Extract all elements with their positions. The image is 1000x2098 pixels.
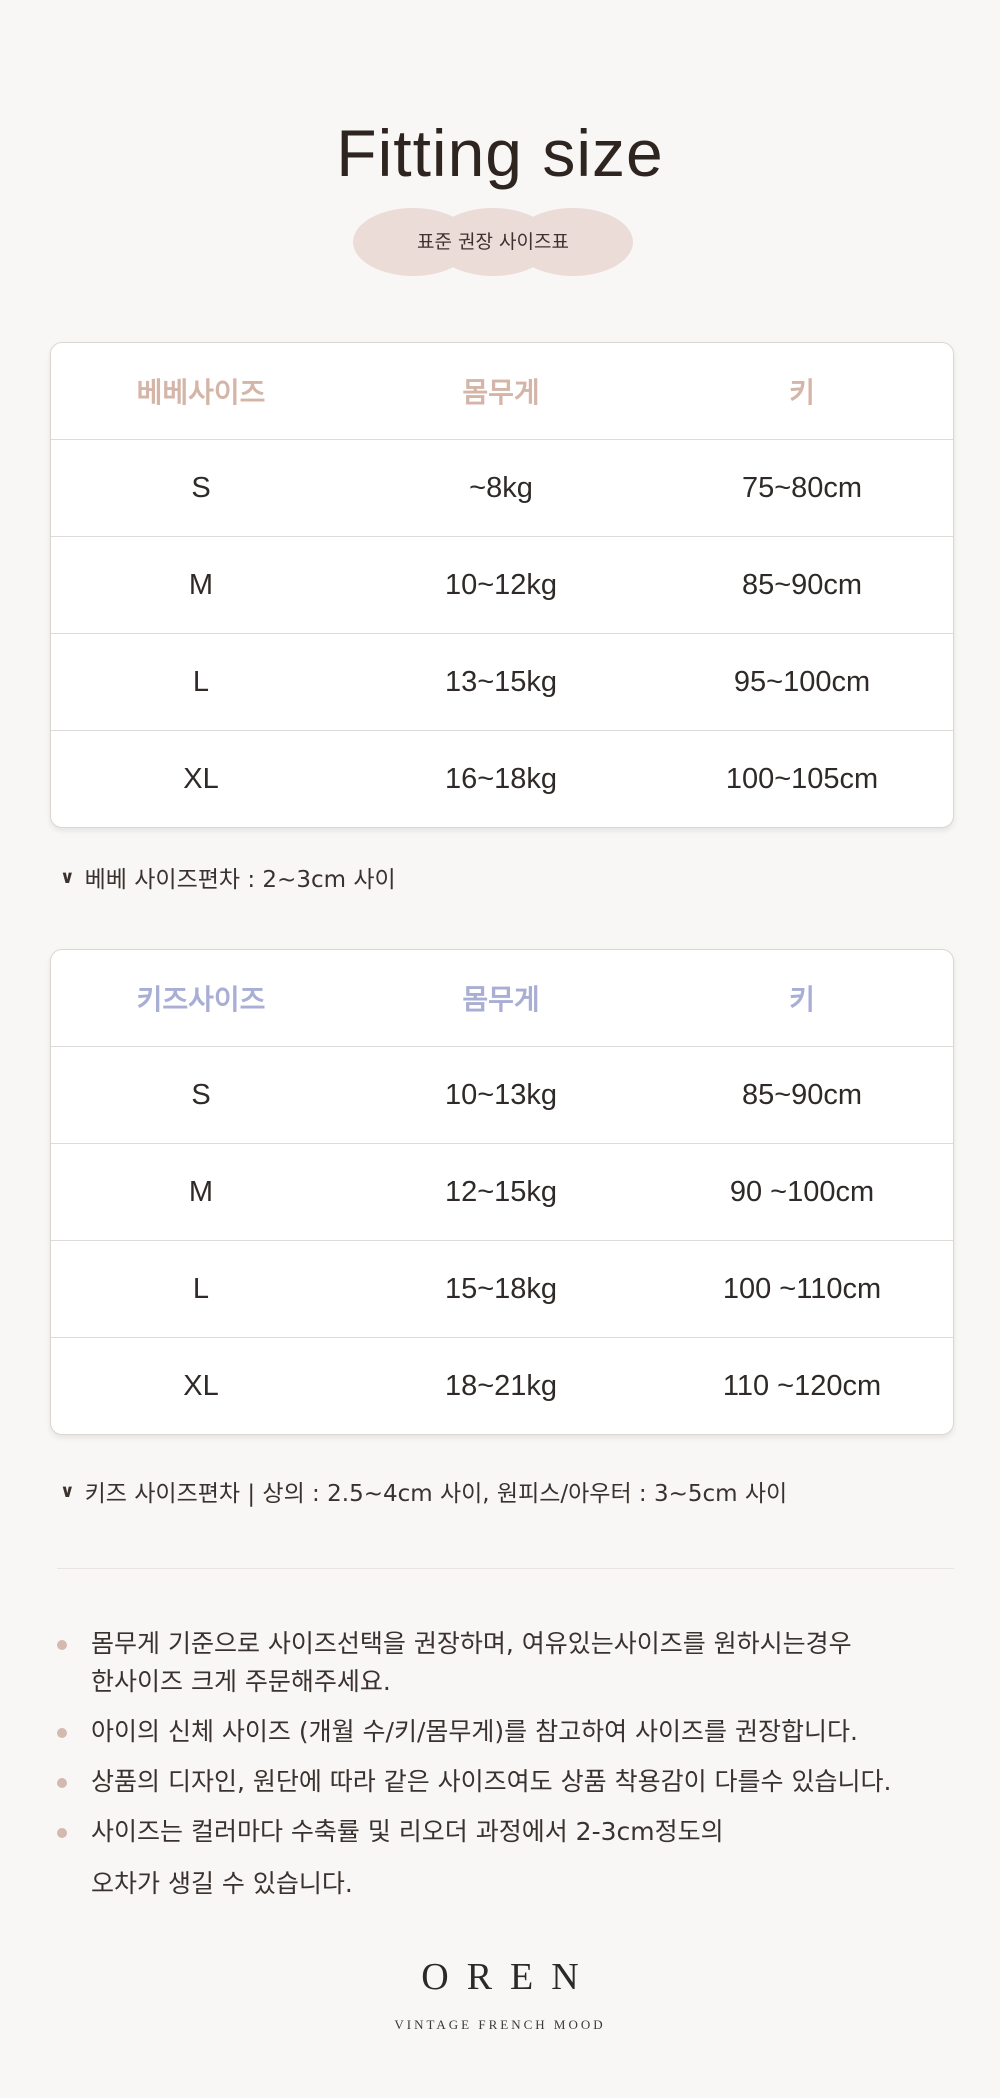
list-item: 아이의 신체 사이즈 (개월 수/키/몸무게)를 참고하여 사이즈를 권장합니다… bbox=[57, 1713, 957, 1751]
table-row: S ~8kg 75~80cm bbox=[51, 439, 953, 536]
table-cell: 75~80cm bbox=[741, 471, 863, 504]
table-cell: S bbox=[191, 1078, 211, 1111]
table-cell: 95~100cm bbox=[733, 665, 871, 698]
table-cell: 85~90cm bbox=[741, 568, 863, 601]
note-text: 베베 사이즈편차 : 2~3cm 사이 bbox=[84, 867, 396, 893]
column-header: 키 bbox=[789, 983, 815, 1016]
column-header: 키 bbox=[789, 376, 815, 409]
table-cell: XL bbox=[183, 762, 219, 795]
note-line: 오차가 생길 수 있습니다. bbox=[91, 1869, 353, 1898]
table-cell: 12~15kg bbox=[444, 1175, 558, 1208]
kids-size-table: 키즈사이즈 몸무게 키 S 10~13kg 85~90cm M 12~15kg 90 ~100c… bbox=[50, 949, 954, 1435]
column-header: 키즈사이즈 bbox=[136, 983, 266, 1016]
table-cell: 18~21kg bbox=[444, 1369, 558, 1402]
brand-tagline: VINTAGE FRENCH MOOD bbox=[394, 2017, 606, 2032]
table-cell: 90 ~100cm bbox=[729, 1175, 875, 1208]
bullet-icon bbox=[57, 1728, 67, 1738]
table-cell: 10~12kg bbox=[444, 568, 558, 601]
chevron-down-icon: ∨ bbox=[60, 1480, 75, 1502]
note-line: 몸무게 기준으로 사이즈선택을 권장하며, 여유있는사이즈를 원하시는경우 bbox=[91, 1629, 852, 1658]
subtitle-badge: 표준 권장 사이즈표 bbox=[353, 208, 633, 276]
table-cell: 16~18kg bbox=[444, 762, 558, 795]
list-item: 상품의 디자인, 원단에 따라 같은 사이즈여도 상품 착용감이 다를수 있습니… bbox=[57, 1763, 957, 1801]
table-cell: L bbox=[192, 1272, 210, 1305]
divider bbox=[57, 1568, 954, 1569]
table-row: XL 18~21kg 110 ~120cm bbox=[51, 1337, 953, 1434]
kids-size-note: ∨ 키즈 사이즈편차 | 상의 : 2.5~4cm 사이, 원피스/아우터 : 3… bbox=[60, 1474, 787, 1508]
subtitle-text: 표준 권장 사이즈표 bbox=[417, 231, 569, 253]
table-header: 베베사이즈 몸무게 키 bbox=[51, 343, 953, 439]
table-row: XL 16~18kg 100~105cm bbox=[51, 730, 953, 827]
column-header: 베베사이즈 bbox=[136, 376, 266, 409]
table-cell: M bbox=[188, 568, 214, 601]
table-row: L 15~18kg 100 ~110cm bbox=[51, 1240, 953, 1337]
chevron-down-icon: ∨ bbox=[60, 866, 75, 888]
table-cell: XL bbox=[183, 1369, 219, 1402]
note-line: 아이의 신체 사이즈 (개월 수/키/몸무게)를 참고하여 사이즈를 권장합니다… bbox=[91, 1717, 858, 1746]
table-cell: 13~15kg bbox=[444, 665, 558, 698]
bebe-size-note: ∨ 베베 사이즈편차 : 2~3cm 사이 bbox=[60, 860, 396, 894]
brand-logo: OREN bbox=[421, 1956, 597, 1998]
note-line: 상품의 디자인, 원단에 따라 같은 사이즈여도 상품 착용감이 다를수 있습니… bbox=[91, 1767, 892, 1796]
table-cell: 85~90cm bbox=[741, 1078, 863, 1111]
table-cell: 110 ~120cm bbox=[722, 1369, 882, 1402]
table-row: L 13~15kg 95~100cm bbox=[51, 633, 953, 730]
bullet-icon bbox=[57, 1828, 67, 1838]
table-cell: L bbox=[192, 665, 210, 698]
table-row: M 10~12kg 85~90cm bbox=[51, 536, 953, 633]
column-header: 몸무게 bbox=[462, 376, 540, 409]
table-cell: 100~105cm bbox=[725, 762, 879, 795]
table-header: 키즈사이즈 몸무게 키 bbox=[51, 950, 953, 1046]
page-title: Fitting size bbox=[336, 116, 664, 190]
bullet-icon bbox=[57, 1640, 67, 1650]
bebe-size-table: 베베사이즈 몸무게 키 S ~8kg 75~80cm M 10~12kg 85~90cm L 13~… bbox=[50, 342, 954, 828]
table-row: S 10~13kg 85~90cm bbox=[51, 1046, 953, 1143]
table-cell: 15~18kg bbox=[444, 1272, 558, 1305]
table-cell: S bbox=[191, 471, 211, 504]
table-cell: 100 ~110cm bbox=[722, 1272, 882, 1305]
note-line: 사이즈는 컬러마다 수축률 및 리오더 과정에서 2-3cm정도의 bbox=[91, 1817, 724, 1846]
note-text: 키즈 사이즈편차 | 상의 : 2.5~4cm 사이, 원피스/아우터 : 3~… bbox=[84, 1481, 788, 1507]
table-cell: 10~13kg bbox=[444, 1078, 558, 1111]
table-cell: ~8kg bbox=[469, 471, 533, 504]
note-line: 한사이즈 크게 주문해주세요. bbox=[91, 1667, 391, 1696]
column-header: 몸무게 bbox=[462, 983, 540, 1016]
table-row: M 12~15kg 90 ~100cm bbox=[51, 1143, 953, 1240]
table-cell: M bbox=[188, 1175, 214, 1208]
bullet-icon bbox=[57, 1778, 67, 1788]
